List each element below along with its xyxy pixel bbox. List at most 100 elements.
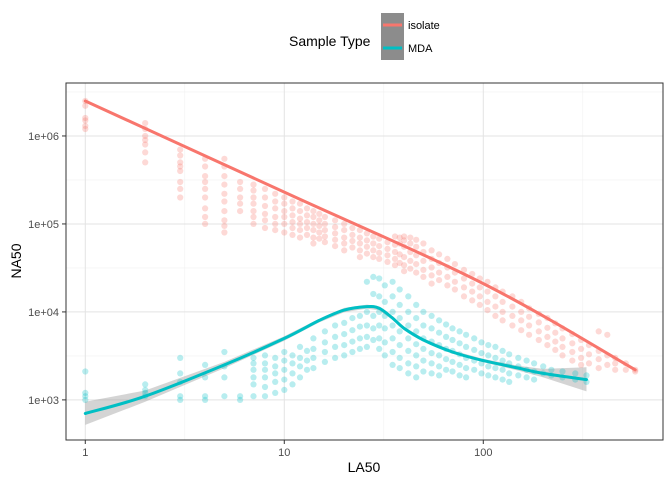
point-isolate [202,213,209,221]
point-isolate [289,205,296,212]
point-isolate [509,322,516,329]
point-isolate [321,213,328,221]
point-isolate [492,303,499,310]
point-isolate [261,185,269,192]
point-mda [456,372,463,379]
point-isolate [476,301,483,308]
point-isolate [272,198,279,205]
point-mda [221,348,228,356]
point-isolate [250,181,257,188]
point-isolate [469,280,476,287]
point-isolate [384,258,391,265]
point-isolate [296,234,304,241]
point-isolate [451,261,458,268]
y-tick-label: 1e+06 [28,131,59,143]
point-isolate [460,293,468,300]
point-isolate [499,308,506,315]
point-mda [272,378,279,385]
point-mda [428,370,435,377]
point-isolate [296,227,304,234]
point-isolate [272,220,279,227]
point-isolate [221,155,228,162]
point-isolate [142,149,149,156]
point-isolate [356,247,363,254]
point-isolate [281,213,288,221]
point-mda [478,370,485,377]
point-isolate [535,319,542,326]
point-isolate [407,240,414,247]
point-isolate [202,194,209,201]
y-axis-title: NA50 [8,243,24,278]
point-mda [492,365,499,372]
point-mda [221,374,228,381]
point-isolate [509,303,516,310]
point-mda [492,374,499,381]
legend-label-mda: MDA [408,43,433,55]
point-mda [420,345,427,352]
point-isolate [559,352,566,359]
point-isolate [321,227,328,234]
point-mda [250,360,257,367]
point-isolate [363,230,370,237]
point-mda [321,328,328,335]
point-mda [332,322,339,329]
point-mda [177,370,184,377]
point-isolate [535,328,542,335]
x-tick-label: 1 [82,447,88,459]
y-axis: 1e+03 1e+04 1e+05 1e+06 [28,131,66,407]
point-mda [499,376,506,383]
point-isolate [604,331,611,338]
point-mda [332,333,339,340]
point-mda [202,393,209,400]
point-isolate [363,250,370,257]
point-mda [261,360,269,367]
point-isolate [221,198,228,205]
point-mda [237,393,244,400]
point-mda [177,393,184,400]
point-isolate [451,278,458,285]
point-mda [296,354,304,361]
point-isolate [221,217,228,224]
point-mda [332,354,339,361]
point-isolate [272,205,279,212]
point-isolate [202,205,209,212]
point-isolate [384,252,391,259]
point-isolate [177,159,184,166]
point-mda [177,354,184,361]
point-mda [396,301,403,308]
point-isolate [142,141,149,148]
point-isolate [237,208,244,215]
point-mda [396,365,403,372]
point-isolate [177,152,184,159]
point-mda [296,363,304,370]
plot-border [65,82,664,441]
point-isolate [376,243,383,250]
point-isolate [341,240,348,247]
point-isolate [436,251,443,258]
fit-lines [83,99,637,415]
point-isolate [428,264,435,271]
point-isolate [316,229,323,236]
data-points [82,97,639,403]
point-isolate [349,237,356,245]
x-axis-title: LA50 [348,459,381,475]
point-isolate [401,254,408,261]
point-isolate [396,234,403,241]
point-isolate [177,167,184,175]
point-mda [349,348,356,356]
point-isolate [321,239,328,246]
point-isolate [142,120,149,127]
point-mda [281,376,288,383]
point-isolate [250,208,257,215]
point-isolate [420,273,427,280]
point-mda [396,286,403,293]
point-mda [310,345,317,352]
point-isolate [569,348,576,356]
point-isolate [221,190,228,197]
point-isolate [296,220,304,227]
point-isolate [303,212,311,219]
fit-line-mda [83,304,588,415]
point-isolate [569,340,576,347]
point-mda [506,370,513,377]
point-isolate [526,331,533,338]
